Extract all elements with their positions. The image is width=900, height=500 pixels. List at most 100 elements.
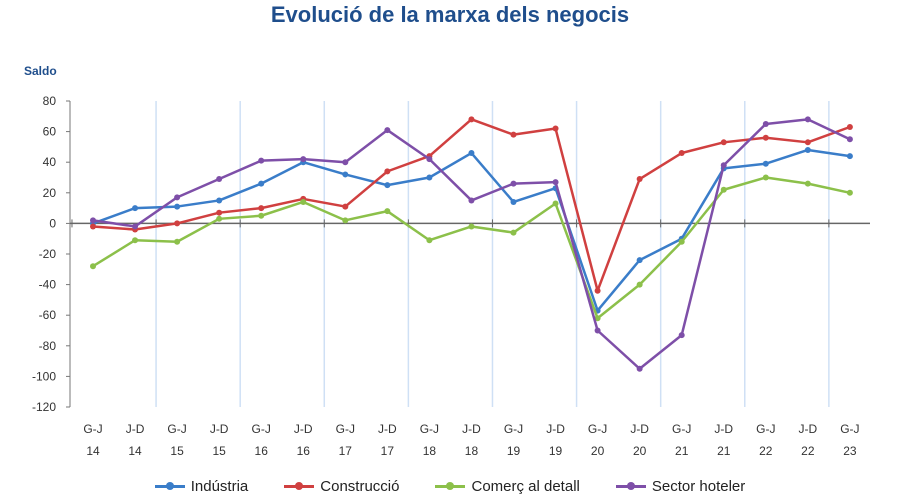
legend-swatch — [284, 482, 315, 490]
legend-item: Indústria — [154, 478, 248, 495]
data-point — [384, 208, 391, 215]
y-axis-label: Saldo — [24, 64, 57, 78]
data-point — [342, 159, 349, 166]
data-point — [594, 287, 601, 294]
data-point — [468, 116, 475, 123]
data-point — [552, 179, 559, 186]
y-tick-label: -100 — [32, 369, 56, 383]
x-tick-label: J-D — [799, 422, 818, 436]
data-point — [720, 162, 727, 169]
x-tick-label-year: 23 — [843, 444, 857, 458]
data-point — [384, 168, 391, 175]
chart-title: Evolució de la marxa dels negocis — [270, 2, 630, 27]
x-tick-label-year: 16 — [297, 444, 311, 458]
x-tick-label: J-D — [294, 422, 313, 436]
x-tick-label: G-J — [83, 422, 102, 436]
data-point — [720, 139, 727, 146]
x-tick-label-year: 15 — [170, 444, 184, 458]
x-tick-label: J-D — [210, 422, 229, 436]
data-point — [762, 134, 769, 141]
x-tick-label-year: 22 — [759, 444, 773, 458]
x-tick-label: G-J — [167, 422, 186, 436]
x-tick-label-year: 21 — [717, 444, 731, 458]
data-point — [132, 205, 139, 212]
x-tick-label-year: 18 — [465, 444, 479, 458]
series-line — [92, 148, 851, 312]
y-tick-label: -40 — [39, 278, 57, 292]
data-point — [552, 200, 559, 207]
x-tick-label-year: 14 — [86, 444, 100, 458]
x-tick-label: G-J — [840, 422, 859, 436]
data-point — [468, 197, 475, 204]
data-point — [132, 237, 139, 244]
x-tick-label-year: 19 — [507, 444, 521, 458]
data-point — [636, 365, 643, 372]
data-point — [468, 150, 475, 157]
x-tick-label: G-J — [252, 422, 271, 436]
data-point — [846, 136, 853, 143]
legend-swatch — [154, 482, 185, 490]
data-point — [846, 124, 853, 131]
legend: Indústria Construcció Comerç al detall Sect… — [0, 478, 900, 495]
data-point — [342, 217, 349, 224]
x-tick-label: G-J — [588, 422, 607, 436]
legend-label: Sector hoteler — [651, 478, 746, 495]
y-tick-label: -20 — [39, 247, 57, 261]
data-point — [426, 156, 433, 163]
data-point — [174, 194, 181, 201]
x-tick-label-year: 17 — [339, 444, 353, 458]
data-point — [594, 327, 601, 334]
y-tick-label: -80 — [39, 339, 57, 353]
data-point — [216, 215, 223, 222]
x-tick-label: G-J — [672, 422, 691, 436]
series-line — [92, 118, 851, 292]
x-tick-label-year: 16 — [255, 444, 269, 458]
x-tick-label-year: 14 — [128, 444, 142, 458]
data-point — [762, 174, 769, 181]
legend-label: Construcció — [320, 478, 400, 495]
y-tick-label: 0 — [49, 216, 56, 230]
data-point — [300, 156, 307, 163]
legend-item: Construcció — [284, 478, 399, 495]
x-tick-label: J-D — [126, 422, 145, 436]
x-tick-label-year: 20 — [591, 444, 605, 458]
y-tick-label: -120 — [32, 400, 56, 414]
data-point — [90, 263, 96, 270]
data-point — [636, 176, 643, 183]
y-tick-label: -60 — [39, 308, 57, 322]
data-point — [804, 146, 811, 153]
x-tick-label: G-J — [504, 422, 523, 436]
data-point — [468, 223, 475, 230]
data-point — [636, 257, 643, 264]
y-tick-label: 80 — [43, 94, 57, 108]
data-point — [342, 171, 349, 178]
legend-swatch — [435, 482, 466, 490]
data-point — [174, 220, 181, 227]
x-tick-label-year: 18 — [423, 444, 437, 458]
x-tick-label-year: 22 — [801, 444, 815, 458]
x-tick-label: J-D — [714, 422, 733, 436]
y-tick-label: 60 — [43, 125, 57, 139]
data-point — [804, 180, 811, 187]
x-tick-label-year: 17 — [381, 444, 395, 458]
data-point — [678, 150, 685, 157]
data-point — [174, 203, 181, 210]
x-tick-label-year: 20 — [633, 444, 647, 458]
data-point — [426, 237, 433, 244]
data-point — [720, 186, 727, 193]
data-point — [426, 174, 433, 181]
data-point — [846, 153, 853, 160]
legend-swatch — [615, 482, 646, 490]
data-point — [594, 315, 601, 322]
data-point — [510, 198, 517, 205]
data-point — [384, 127, 391, 134]
x-tick-label: G-J — [420, 422, 439, 436]
data-point — [258, 157, 265, 164]
data-point — [804, 116, 811, 123]
x-tick-label-year: 21 — [675, 444, 689, 458]
x-tick-label-year: 15 — [212, 444, 226, 458]
x-tick-label: J-D — [630, 422, 649, 436]
x-tick-label: J-D — [462, 422, 481, 436]
data-point — [510, 131, 517, 138]
